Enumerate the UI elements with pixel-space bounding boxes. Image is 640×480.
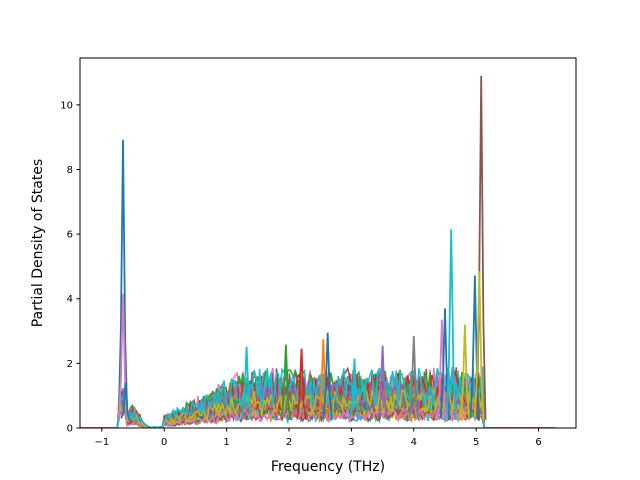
x-tick-label: 0 bbox=[161, 437, 167, 448]
y-axis-ticks: 0 2 4 6 8 10 bbox=[60, 100, 80, 435]
pdos-peak bbox=[241, 346, 252, 421]
y-tick-label: 0 bbox=[67, 424, 73, 435]
y-axis-label: Partial Density of States bbox=[30, 159, 46, 327]
y-tick-label: 4 bbox=[67, 294, 73, 305]
pdos-peak bbox=[296, 348, 307, 421]
pdos-peak bbox=[318, 339, 329, 421]
axes-frame bbox=[79, 57, 577, 429]
pdos-peak bbox=[446, 229, 457, 420]
pdos-peak bbox=[474, 271, 485, 420]
pdos-peak bbox=[280, 344, 292, 421]
x-tick-label: 2 bbox=[286, 437, 292, 448]
plot-lines bbox=[80, 75, 556, 428]
pdos-peak bbox=[436, 319, 448, 420]
x-axis-ticks: −1 0 1 2 3 4 5 6 bbox=[94, 428, 542, 448]
x-tick-label: 1 bbox=[223, 437, 229, 448]
pdos-peak bbox=[117, 139, 129, 420]
y-tick-label: 10 bbox=[60, 100, 73, 111]
pdos-peak bbox=[322, 332, 333, 420]
x-tick-label: 4 bbox=[411, 437, 417, 448]
x-tick-label: 6 bbox=[535, 437, 541, 448]
pdos-peak bbox=[349, 358, 360, 421]
x-axis-label: Frequency (THz) bbox=[271, 459, 385, 475]
pdos-peak bbox=[377, 345, 388, 421]
pdos-peak bbox=[459, 324, 471, 420]
x-tick-label: 3 bbox=[348, 437, 354, 448]
y-tick-label: 8 bbox=[67, 165, 73, 176]
pdos-peak bbox=[408, 335, 420, 421]
y-tick-label: 2 bbox=[67, 359, 73, 370]
x-tick-label: −1 bbox=[94, 437, 109, 448]
pdos-peak bbox=[120, 382, 131, 421]
y-tick-label: 6 bbox=[67, 230, 73, 241]
x-tick-label: 5 bbox=[473, 437, 479, 448]
